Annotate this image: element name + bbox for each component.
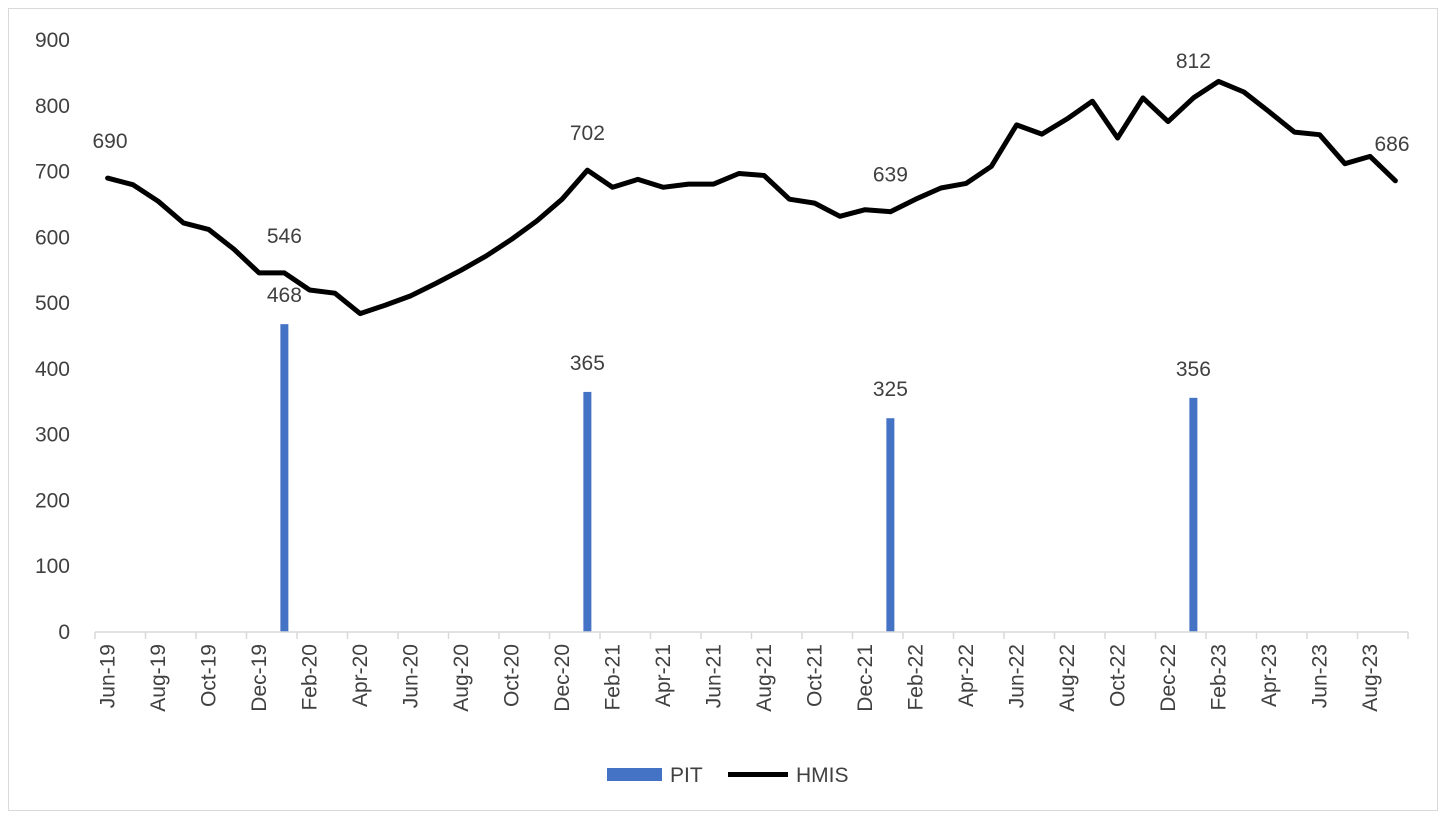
pit-data-label: 325	[873, 378, 908, 401]
pit-data-label: 365	[570, 352, 605, 375]
x-tick-label: Apr-21	[652, 644, 675, 707]
y-tick-label: 700	[35, 161, 70, 184]
legend-pit-swatch	[607, 768, 662, 781]
y-tick-label: 200	[35, 489, 70, 512]
x-tick-label: Jun-21	[703, 644, 726, 708]
hmis-data-label: 546	[267, 225, 302, 248]
x-axis-labels: Jun-19 Aug-19 Oct-19 Dec-19 Feb-20 Apr-20 Jun-…	[97, 644, 1383, 712]
pit-bar	[1189, 398, 1197, 632]
legend: PIT HMIS	[607, 764, 849, 787]
x-tick-label: Dec-22	[1157, 644, 1180, 712]
x-tick-label: Oct-22	[1107, 644, 1130, 707]
y-tick-label: 0	[58, 621, 70, 644]
pit-data-label: 468	[267, 284, 302, 307]
x-tick-label: Oct-21	[804, 644, 827, 707]
x-tick-label: Aug-20	[450, 644, 473, 712]
x-tick-label: Aug-21	[753, 644, 776, 712]
y-tick-label: 500	[35, 292, 70, 315]
x-tick-label: Dec-19	[248, 644, 271, 712]
hmis-data-label: 812	[1176, 50, 1211, 73]
x-tick-label: Jun-23	[1309, 644, 1332, 708]
x-tick-label: Aug-23	[1359, 644, 1382, 712]
y-tick-label: 300	[35, 424, 70, 447]
x-tick-label: Oct-20	[501, 644, 524, 707]
hmis-line	[108, 81, 1396, 313]
hmis-data-label: 639	[873, 164, 908, 187]
pit-bars	[280, 324, 1197, 632]
pit-data-label: 356	[1176, 358, 1211, 381]
x-tick-label: Apr-20	[349, 644, 372, 707]
x-tick-label: Apr-22	[955, 644, 978, 707]
x-tick-label: Feb-22	[905, 644, 928, 711]
y-tick-label: 600	[35, 226, 70, 249]
x-tick-label: Aug-22	[1056, 644, 1079, 712]
x-tick-label: Jun-20	[400, 644, 423, 708]
hmis-data-label: 702	[570, 122, 605, 145]
y-axis-labels: 0 100 200 300 400 500 600 700 800 900	[35, 29, 70, 644]
hmis-line-layer	[108, 81, 1396, 313]
pit-bar	[280, 324, 288, 632]
x-tick-label: Feb-20	[299, 644, 322, 711]
y-tick-label: 100	[35, 555, 70, 578]
hmis-data-label: 686	[1374, 133, 1409, 156]
x-tick-label: Feb-23	[1208, 644, 1231, 711]
x-tick-label: Jun-19	[97, 644, 120, 708]
data-labels: 468 365 325 356 690 546 702 639 812 686	[92, 50, 1409, 401]
legend-hmis-label: HMIS	[796, 764, 849, 787]
x-tick-label: Feb-21	[602, 644, 625, 711]
x-tick-label: Dec-21	[854, 644, 877, 712]
x-tick-label: Dec-20	[551, 644, 574, 712]
x-tick-label: Jun-22	[1006, 644, 1029, 708]
y-tick-label: 800	[35, 95, 70, 118]
x-axis	[95, 632, 1408, 639]
legend-pit-label: PIT	[670, 764, 703, 787]
y-tick-label: 900	[35, 29, 70, 52]
pit-bar	[583, 392, 591, 632]
x-tick-label: Aug-19	[147, 644, 170, 712]
pit-bar	[886, 418, 894, 632]
x-tick-label: Oct-19	[198, 644, 221, 707]
x-tick-label: Apr-23	[1258, 644, 1281, 707]
hmis-data-label: 690	[92, 130, 127, 153]
y-tick-label: 400	[35, 358, 70, 381]
